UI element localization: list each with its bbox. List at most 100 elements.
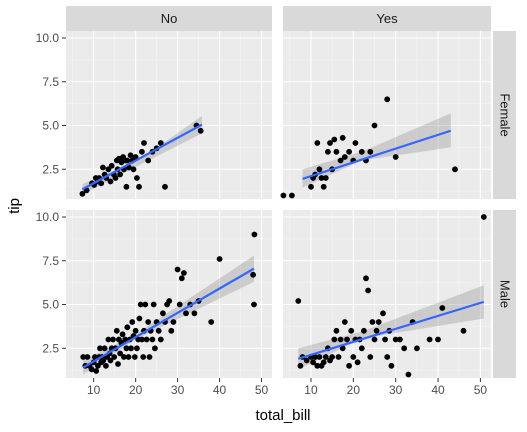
x-tick-label: 50 — [255, 383, 269, 397]
confidence-band — [298, 285, 484, 370]
data-point — [346, 362, 352, 369]
data-point — [250, 271, 256, 278]
data-point — [93, 368, 100, 374]
data-point — [312, 354, 319, 360]
data-point — [414, 345, 420, 352]
data-point — [131, 354, 138, 360]
data-point — [137, 301, 144, 308]
data-point — [384, 354, 391, 360]
data-point — [152, 345, 158, 352]
data-point — [146, 354, 153, 360]
data-point — [314, 362, 321, 369]
data-point — [392, 154, 399, 160]
data-point — [361, 327, 367, 334]
x-tick-label: 10 — [87, 383, 101, 397]
data-point — [145, 157, 152, 164]
row-strip-label-male: Male — [498, 280, 513, 308]
data-point — [103, 362, 109, 369]
data-point — [352, 140, 359, 146]
data-point — [129, 319, 136, 325]
data-point — [322, 354, 329, 360]
panel-layer — [66, 31, 491, 378]
data-point — [358, 345, 365, 352]
data-point — [111, 354, 118, 360]
data-point — [143, 336, 150, 343]
data-point — [140, 354, 147, 360]
data-point — [127, 152, 134, 159]
data-point — [316, 354, 323, 360]
data-point — [331, 136, 338, 143]
data-point — [170, 319, 177, 325]
data-point — [108, 162, 115, 169]
data-point — [337, 336, 344, 343]
data-point — [208, 319, 215, 325]
data-point — [401, 345, 408, 352]
data-point — [134, 345, 140, 352]
data-point — [145, 319, 152, 325]
data-point — [197, 127, 204, 134]
data-point — [100, 164, 106, 171]
data-point — [150, 301, 157, 308]
col-strip-yes — [283, 6, 491, 31]
data-point — [382, 336, 388, 343]
regression-line — [81, 123, 203, 191]
data-point — [107, 357, 114, 364]
data-point — [115, 361, 121, 367]
data-point — [124, 157, 131, 164]
data-point — [79, 190, 86, 197]
data-point — [405, 371, 412, 378]
panel-no-female — [66, 31, 272, 199]
data-point — [157, 336, 164, 343]
confidence-band — [302, 113, 451, 188]
data-point — [125, 354, 132, 360]
data-point — [141, 140, 147, 146]
panel-yes-female — [280, 31, 491, 199]
panel-background — [66, 210, 272, 378]
data-point — [388, 362, 395, 369]
data-point — [367, 354, 374, 360]
data-point — [110, 336, 116, 343]
data-point — [435, 336, 441, 343]
data-point — [320, 183, 327, 190]
data-point — [322, 175, 329, 181]
data-point — [318, 175, 325, 181]
data-point — [316, 166, 323, 173]
data-point — [373, 327, 380, 334]
y-tick-label: 10.0 — [36, 31, 60, 45]
data-point — [333, 327, 340, 334]
panel-no-male — [66, 210, 272, 378]
col-strip-no — [66, 6, 272, 31]
data-point — [325, 148, 331, 155]
data-point — [367, 148, 374, 155]
data-point — [117, 171, 123, 178]
data-point — [174, 266, 181, 273]
data-point — [251, 301, 257, 308]
data-point — [365, 287, 371, 294]
regression-line — [302, 129, 452, 180]
panel-yes-male — [283, 210, 491, 378]
data-point — [84, 354, 91, 360]
data-point — [480, 214, 487, 220]
data-point — [183, 310, 189, 317]
data-point — [280, 192, 287, 199]
data-point — [100, 357, 107, 364]
data-point — [88, 366, 95, 373]
data-point — [339, 134, 346, 141]
y-tick-label: 5.0 — [42, 119, 59, 133]
data-point — [308, 183, 314, 190]
data-point — [380, 310, 386, 317]
x-tick-label: 40 — [213, 383, 227, 397]
data-point — [132, 327, 139, 334]
data-point — [333, 148, 340, 155]
data-point — [341, 154, 348, 160]
data-point — [107, 178, 114, 185]
data-point — [426, 336, 433, 343]
y-tick-label: 10.0 — [36, 210, 60, 224]
data-point — [216, 256, 223, 262]
data-point — [136, 183, 142, 190]
data-point — [329, 354, 335, 360]
panel-background — [66, 31, 272, 199]
data-point — [112, 175, 119, 181]
x-tick-label: 30 — [389, 383, 403, 397]
